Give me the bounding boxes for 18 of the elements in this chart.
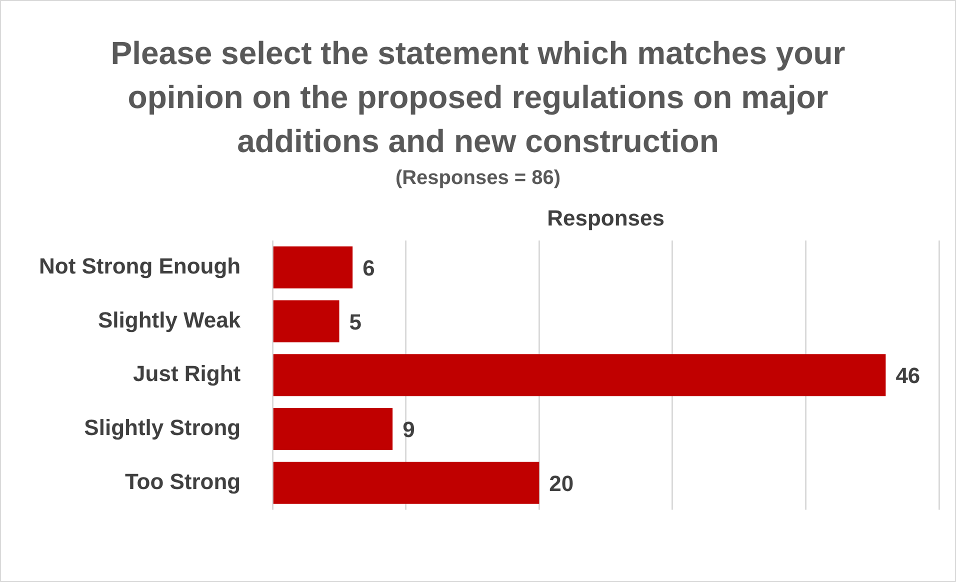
bar: [273, 408, 393, 450]
y-tick-label: Slightly Strong: [84, 415, 241, 440]
data-label: 6: [362, 255, 375, 280]
y-tick-label: Too Strong: [124, 468, 241, 494]
data-label: 9: [402, 417, 415, 442]
y-tick-label: Not Strong Enough: [38, 253, 241, 278]
y-tick-label: Just Right: [133, 361, 242, 386]
data-label: 46: [896, 363, 920, 388]
data-label: 5: [349, 309, 362, 334]
x-axis-title: Responses: [547, 205, 665, 230]
bar: [273, 462, 540, 504]
y-tick-label: Slightly Weak: [98, 307, 242, 332]
bar: [273, 354, 886, 396]
bar: [273, 246, 353, 288]
chart-subtitle: (Responses = 86): [394, 167, 562, 190]
data-label: 20: [549, 470, 574, 496]
bar: [273, 300, 340, 342]
chart-title: Please select the statement which matches your opinion on the proposed regulations on major additions and new construction: [110, 34, 846, 161]
